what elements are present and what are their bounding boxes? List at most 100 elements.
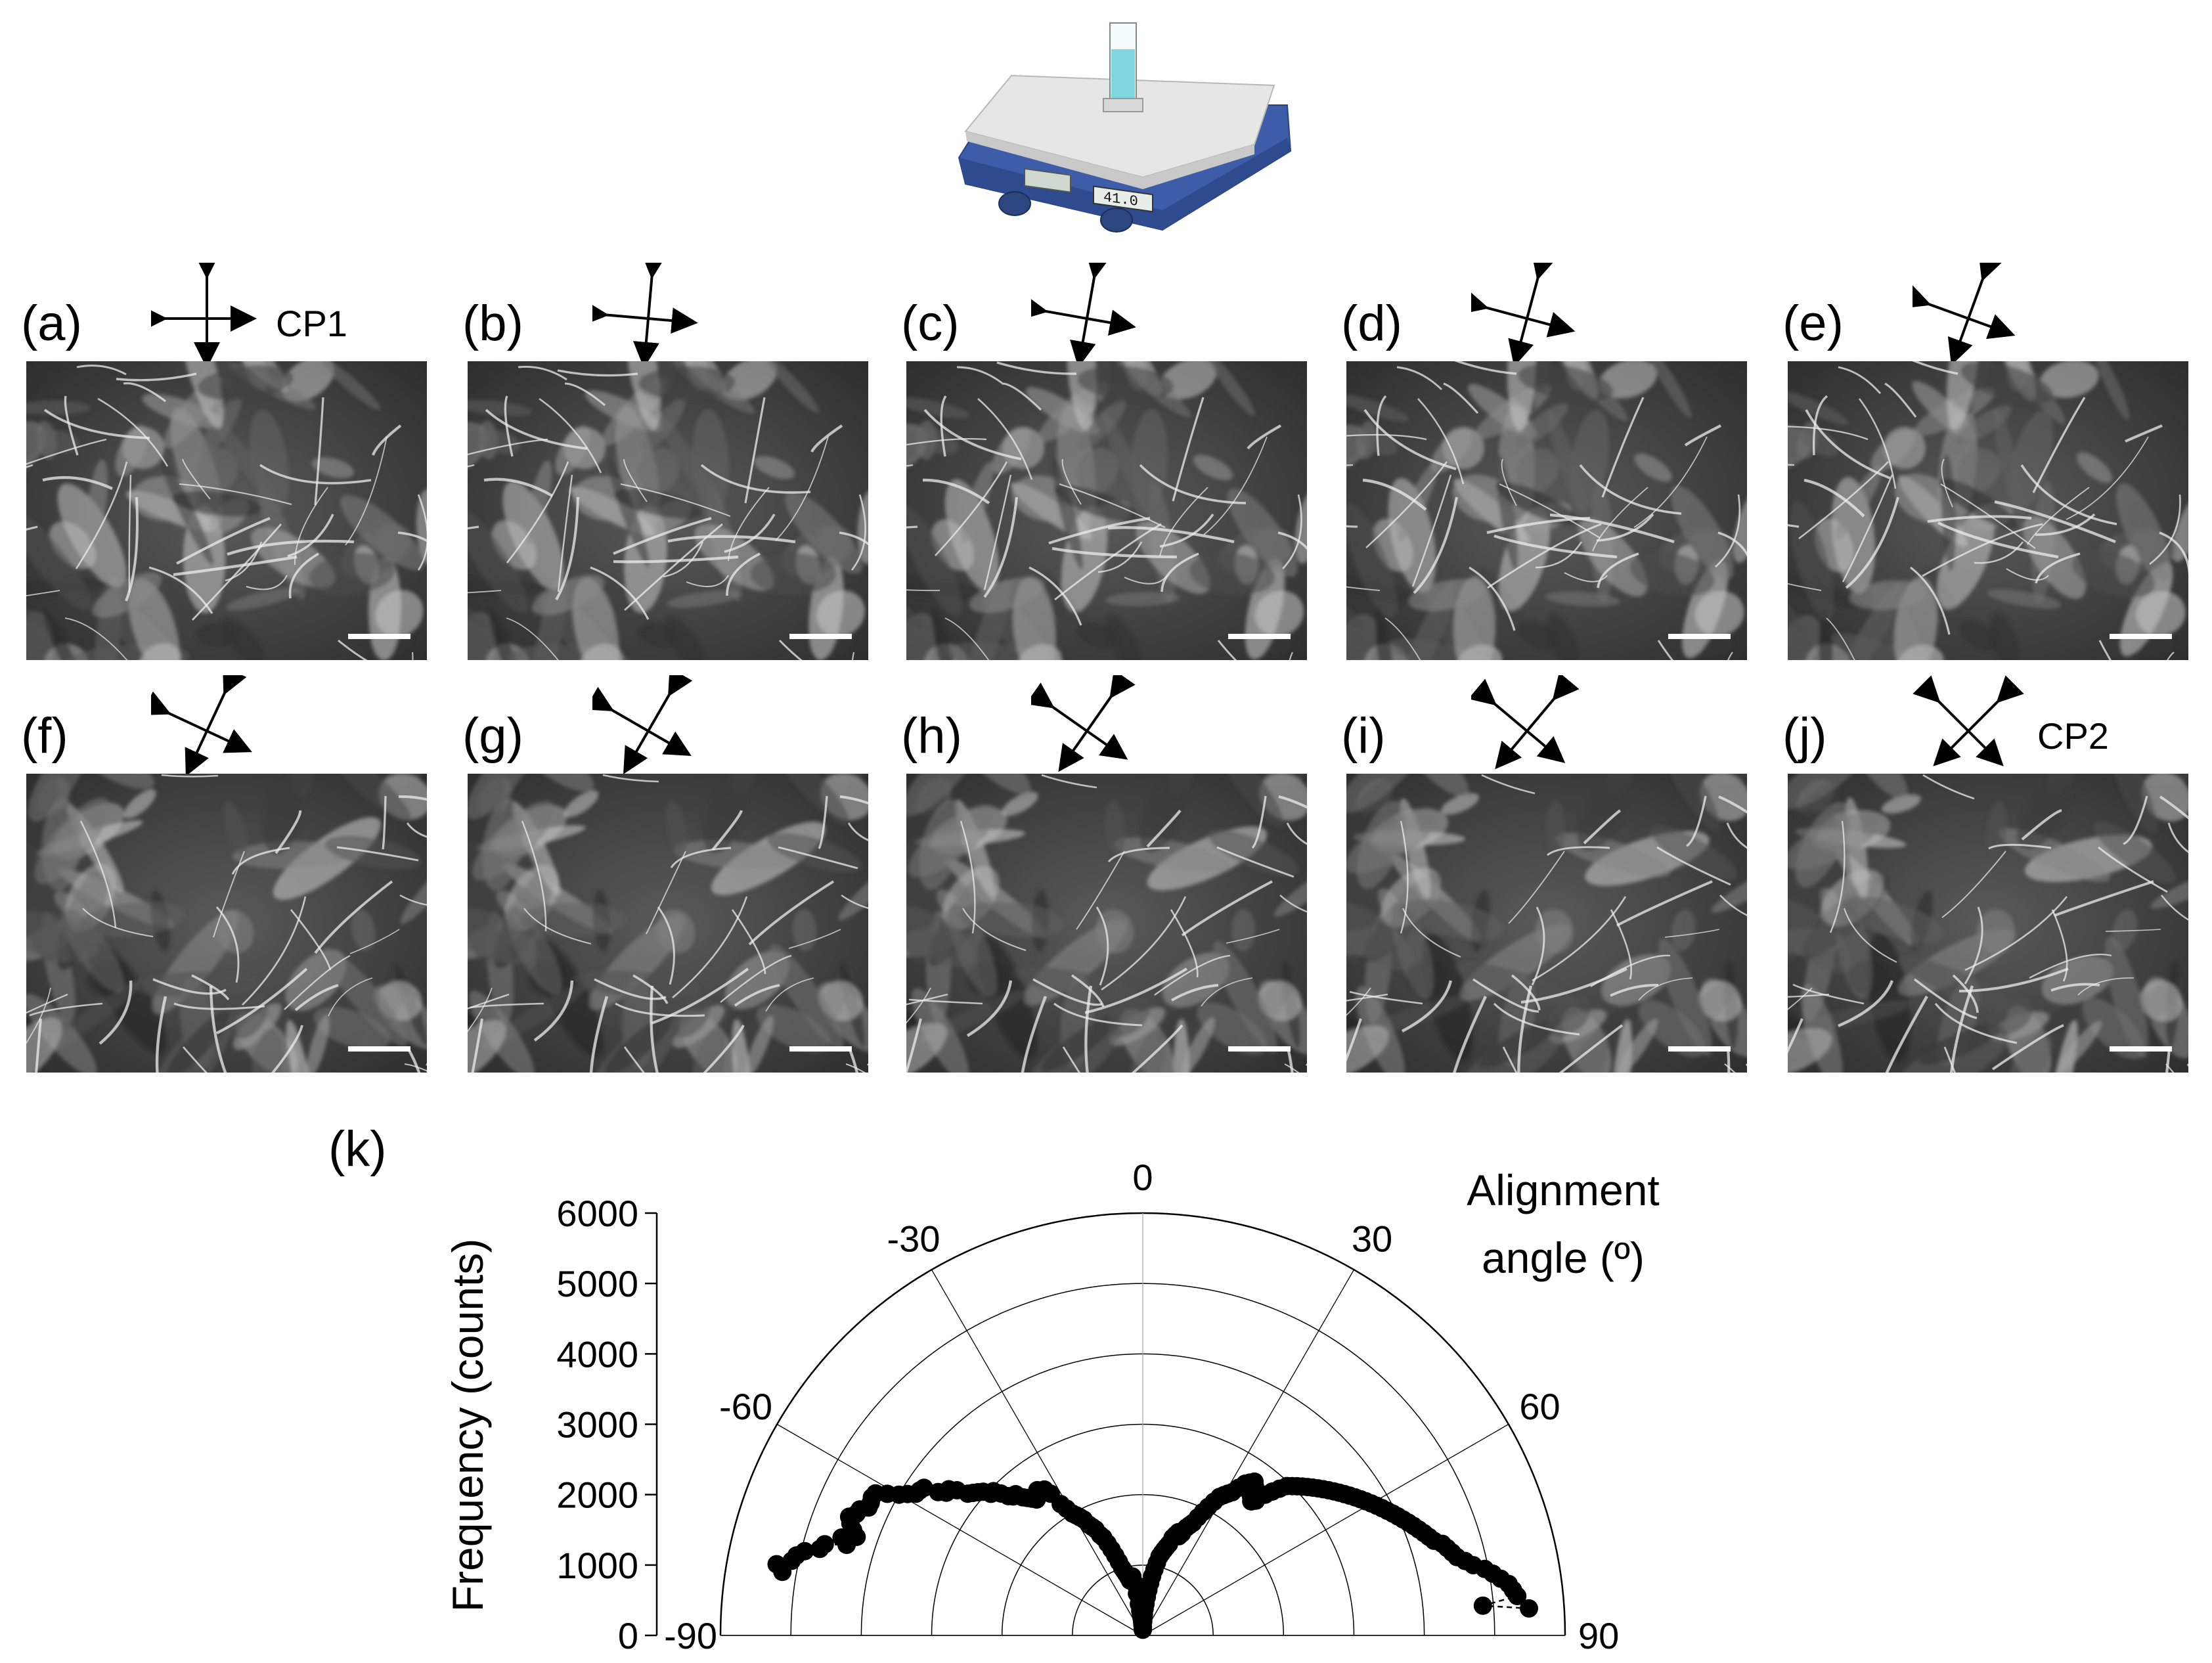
data-point [815,1535,834,1554]
polarized-micrograph-d [1346,361,1747,660]
data-point [1362,1494,1381,1513]
panel-label-g: (g) [462,708,523,764]
scale-bar [789,634,852,639]
angular-spoke [1142,1269,1355,1636]
crossed-polarizer-arrows-icon [1913,263,2016,366]
data-point [787,1546,806,1565]
data-point [1083,1517,1101,1536]
panel-label-c: (c) [901,296,960,351]
data-point [1503,1580,1522,1599]
data-point [1163,1528,1182,1547]
data-point [1131,1601,1150,1620]
data-point [1283,1476,1302,1496]
panel-label-k: (k) [328,1121,387,1177]
data-point [1455,1551,1474,1570]
data-point [1079,1515,1098,1534]
polarized-micrograph-c [906,361,1307,660]
data-point [1106,1546,1125,1565]
data-point [859,1498,878,1517]
radial-grid-circle [860,1353,1425,1636]
hotplate-knob-right [1100,208,1133,233]
data-point [1152,1543,1171,1563]
crossed-polarizer-arrows-icon [1913,675,2024,766]
data-series-line [775,1480,1530,1630]
data-point [929,1482,948,1501]
data-point [847,1504,866,1523]
data-point [1438,1539,1457,1558]
data-point [1145,1560,1164,1579]
data-point [1193,1503,1212,1522]
data-point [1094,1528,1113,1547]
angular-tick-label: 60 [1519,1386,1560,1427]
panel-cp-label-a: CP1 [276,303,347,344]
data-point [1356,1492,1375,1511]
data-point [1293,1477,1312,1496]
polarized-micrograph-j [1788,774,2188,1073]
data-point [1117,1564,1136,1584]
data-point [963,1484,983,1502]
panel-label-j: (j) [1782,708,1827,764]
panel-cp-label-j: CP2 [2037,715,2109,757]
data-point [1159,1534,1178,1553]
radial-grid-circle [1002,1495,1284,1635]
polarized-micrograph-f [26,774,427,1073]
data-point [1351,1490,1370,1509]
radial-tick-label: 1000 [556,1545,638,1586]
data-point [1170,1526,1188,1545]
data-point [1325,1482,1343,1501]
data-point [1115,1562,1134,1581]
data-point [767,1555,786,1574]
data-point [1448,1547,1467,1566]
data-point [1135,1599,1154,1618]
angle-axis-label: Alignment [1467,1166,1660,1214]
data-point [1388,1507,1407,1526]
data-point [1132,1612,1151,1631]
data-point [1214,1486,1233,1505]
data-point [1492,1569,1511,1588]
hotplate-knob-left [998,191,1031,216]
data-point [1399,1513,1418,1532]
data-point [1188,1508,1207,1527]
data-point [1098,1534,1117,1553]
data-point [1223,1482,1242,1501]
crossed-polarizer-arrows-icon [592,263,698,368]
data-point [1155,1541,1174,1559]
data-point [889,1485,908,1504]
data-point [1183,1513,1203,1532]
data-point [1013,1488,1032,1507]
data-point [1004,1487,1023,1506]
polarized-micrograph-a [26,361,427,660]
crossed-polarizer-arrows-icon [151,675,252,776]
data-point [906,1484,925,1503]
data-point [910,1481,929,1500]
angular-tick-label: -30 [887,1218,940,1260]
data-point [1138,1587,1157,1607]
radial-tick-label: 0 [618,1615,638,1656]
data-point [1157,1538,1176,1557]
data-point [861,1494,880,1512]
scale-bar [1228,1046,1291,1052]
data-point [1063,1504,1082,1523]
data-point [1433,1534,1452,1553]
data-point [1443,1543,1461,1562]
angular-tick-label: 30 [1352,1218,1392,1260]
data-point [948,1481,967,1499]
data-point [974,1482,993,1501]
data-point [1102,1540,1121,1559]
data-point [1119,1568,1138,1587]
data-point [939,1480,958,1499]
data-point [782,1551,801,1570]
data-point [984,1482,1003,1501]
data-point [837,1536,856,1555]
scale-bar [348,1046,410,1052]
data-point [1091,1526,1110,1545]
radial-tick-label: 2000 [556,1475,638,1516]
data-point [992,1484,1010,1503]
angular-tick-label: 90 [1578,1615,1619,1656]
crossed-polarizer-arrows-icon [1031,675,1136,772]
panel-label-i: (i) [1341,708,1386,764]
radial-grid-circle [931,1423,1355,1636]
data-point [1210,1488,1229,1507]
data-point [1314,1480,1333,1499]
data-point [1051,1495,1071,1514]
